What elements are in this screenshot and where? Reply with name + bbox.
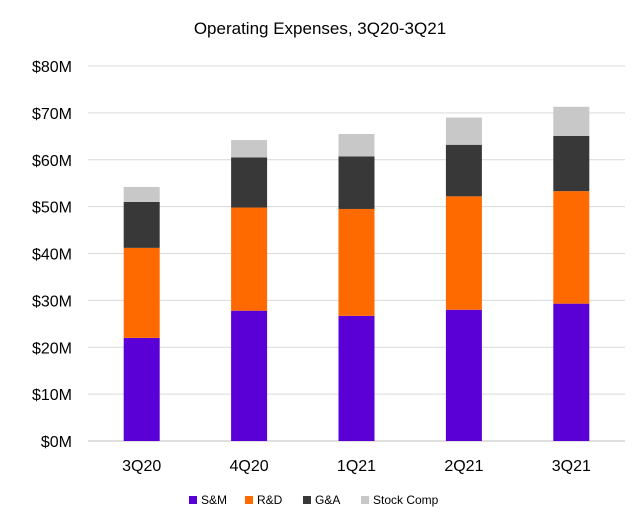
bar-segment [553, 106, 590, 136]
y-tick-label: $50M [32, 200, 72, 217]
bar-segment [123, 201, 160, 248]
x-tick-label: 3Q21 [552, 458, 591, 475]
legend-label: Stock Comp [373, 493, 439, 507]
bar-segment [231, 310, 268, 441]
x-tick-label: 2Q21 [444, 458, 483, 475]
bar-segment [553, 191, 590, 304]
bar-segment [445, 117, 482, 145]
chart-title: Operating Expenses, 3Q20-3Q21 [194, 19, 446, 38]
x-tick-label: 4Q20 [230, 458, 269, 475]
bar-segment [445, 144, 482, 197]
legend-label: G&A [315, 493, 340, 507]
x-tick-label: 3Q20 [122, 458, 161, 475]
x-tick-label: 1Q21 [337, 458, 376, 475]
bar-segment [445, 196, 482, 310]
bar-segment [123, 337, 160, 441]
bar-segment [231, 140, 268, 158]
bar-segment [553, 135, 590, 192]
bar-segment [338, 208, 375, 316]
bar-segment [231, 157, 268, 208]
bar-segment [123, 186, 160, 202]
bars [123, 106, 590, 441]
y-tick-label: $10M [32, 387, 72, 404]
legend-swatch [303, 496, 311, 504]
x-axis-tick-labels: 3Q20 4Q20 1Q21 2Q21 3Q21 [122, 458, 591, 475]
legend-swatch [361, 496, 369, 504]
legend: S&M R&D G&A Stock Comp [189, 493, 439, 507]
y-axis-tick-labels: $0M $10M $20M $30M $40M $50M $60M $70M $80M [32, 59, 72, 451]
legend-label: S&M [201, 493, 227, 507]
y-tick-label: $40M [32, 247, 72, 264]
y-tick-label: $60M [32, 153, 72, 170]
legend-swatch [245, 496, 253, 504]
bar-segment [123, 247, 160, 338]
y-tick-label: $70M [32, 106, 72, 123]
bar-segment [338, 133, 375, 157]
y-tick-label: $0M [41, 434, 72, 451]
y-tick-label: $80M [32, 59, 72, 76]
bar-segment [553, 303, 590, 441]
y-tick-label: $30M [32, 293, 72, 310]
bar-segment [445, 309, 482, 441]
y-tick-label: $20M [32, 340, 72, 357]
legend-swatch [189, 496, 197, 504]
legend-label: R&D [257, 493, 283, 507]
bar-segment [338, 315, 375, 441]
bar-segment [231, 207, 268, 311]
bar-segment [338, 156, 375, 209]
